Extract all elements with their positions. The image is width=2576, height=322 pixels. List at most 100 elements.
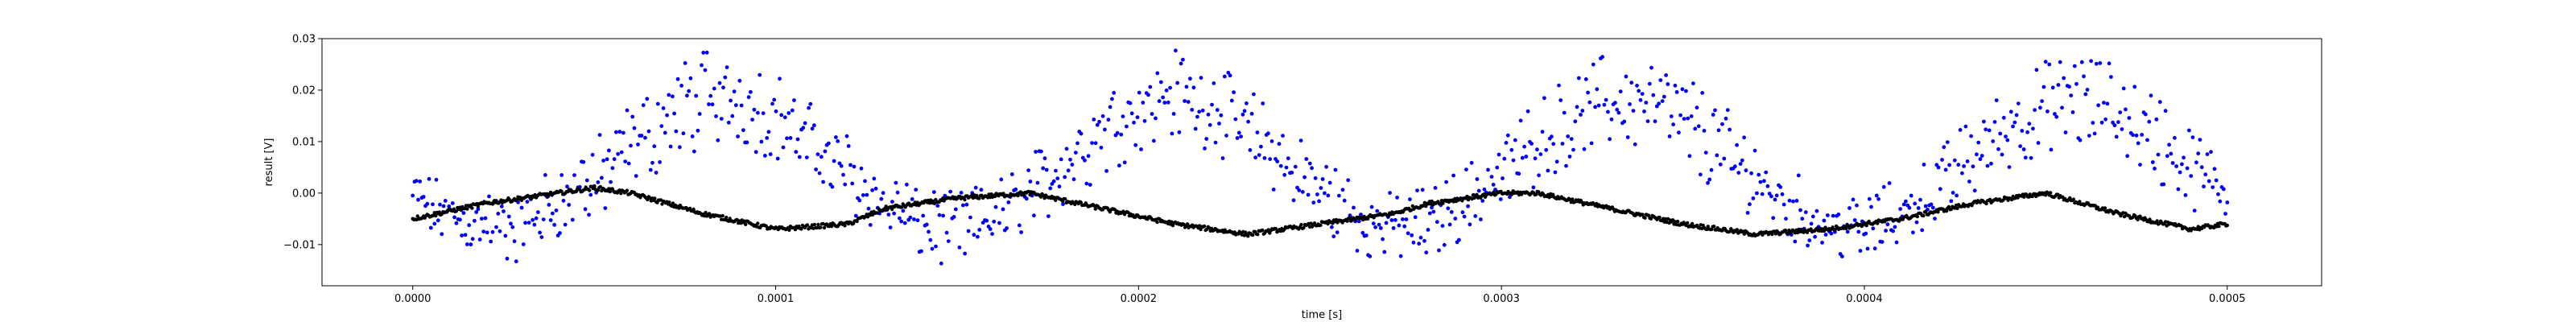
- data-point: [1951, 191, 1955, 195]
- data-point: [1193, 126, 1198, 131]
- data-point: [726, 120, 731, 125]
- data-point: [1677, 130, 1681, 135]
- data-point: [2103, 206, 2107, 210]
- data-point: [1431, 209, 1436, 214]
- data-point: [2069, 93, 2074, 97]
- data-point: [1437, 248, 1441, 253]
- data-point: [1678, 113, 1683, 118]
- data-point: [1913, 201, 1918, 206]
- data-point: [1509, 147, 1514, 152]
- data-point: [1195, 114, 1199, 119]
- data-point: [483, 216, 488, 221]
- data-point: [454, 221, 459, 225]
- data-point: [572, 173, 576, 178]
- data-point: [1268, 157, 1273, 162]
- data-point: [2102, 101, 2106, 105]
- data-point: [1633, 142, 1637, 147]
- data-point: [865, 192, 869, 197]
- data-point: [1945, 140, 1950, 145]
- data-point: [1533, 156, 1538, 161]
- data-point: [1871, 226, 1876, 231]
- data-point: [641, 103, 646, 108]
- data-point: [512, 239, 517, 244]
- data-point: [1675, 219, 1680, 224]
- data-point: [717, 80, 722, 85]
- data-point: [1505, 133, 1510, 138]
- data-point: [939, 261, 943, 266]
- data-point: [759, 139, 764, 144]
- data-point: [782, 115, 787, 120]
- data-point: [1184, 85, 1189, 89]
- data-point: [1460, 210, 1465, 215]
- data-point: [1767, 192, 1772, 196]
- data-point: [1246, 234, 1250, 238]
- data-point: [1874, 193, 1879, 198]
- data-point: [1017, 223, 1022, 228]
- data-point: [1371, 221, 1376, 225]
- data-point: [1666, 82, 1670, 86]
- data-point: [2092, 131, 2097, 136]
- data-point: [2001, 115, 2006, 120]
- data-point: [1602, 102, 1607, 107]
- data-point: [2161, 182, 2166, 187]
- data-point: [1398, 254, 1403, 258]
- data-point: [1168, 85, 1172, 90]
- data-point: [1410, 233, 1414, 237]
- data-point: [1851, 197, 1856, 202]
- data-point: [1311, 200, 1316, 205]
- data-point: [1965, 159, 1970, 163]
- data-point: [427, 176, 431, 181]
- data-point: [1657, 215, 1662, 220]
- data-point: [1369, 204, 1374, 209]
- data-point: [474, 210, 479, 214]
- data-point: [1542, 96, 1546, 101]
- data-point: [1377, 222, 1381, 227]
- data-point: [437, 210, 441, 214]
- data-point: [2182, 155, 2186, 160]
- data-point: [450, 201, 455, 205]
- plot-area-frame: [321, 38, 2322, 287]
- data-point: [1791, 199, 1795, 204]
- data-point: [2049, 191, 2053, 195]
- data-point: [801, 126, 806, 130]
- data-point: [499, 204, 504, 208]
- data-point: [2070, 110, 2075, 114]
- data-point: [1725, 108, 1730, 113]
- data-point: [815, 152, 820, 157]
- data-point: [1929, 202, 1934, 207]
- data-point: [1576, 76, 1581, 80]
- data-point: [2183, 193, 2188, 197]
- data-point: [1803, 210, 1808, 214]
- data-point: [2094, 61, 2099, 66]
- data-point: [786, 111, 791, 115]
- data-point: [1982, 119, 1986, 124]
- data-point: [1972, 188, 1977, 193]
- data-point: [1826, 213, 1830, 217]
- data-point: [814, 167, 818, 171]
- data-point: [629, 143, 633, 148]
- data-point: [1327, 180, 1332, 185]
- data-point: [1706, 225, 1710, 229]
- data-point: [505, 256, 510, 261]
- data-point: [1219, 113, 1224, 118]
- data-point: [418, 180, 423, 184]
- data-point: [1840, 254, 1844, 258]
- data-point: [704, 50, 709, 55]
- data-point: [919, 249, 923, 254]
- data-point: [1115, 130, 1120, 135]
- data-point: [972, 233, 976, 237]
- y-tick-label: 0.01: [292, 136, 316, 148]
- data-point: [2174, 164, 2179, 168]
- data-point: [750, 118, 754, 122]
- data-point: [1229, 98, 1234, 103]
- data-point: [1171, 112, 1176, 116]
- data-point: [2040, 99, 2045, 103]
- data-point: [895, 190, 900, 195]
- data-point: [1179, 61, 1183, 66]
- data-point: [1856, 229, 1861, 234]
- data-point: [1858, 249, 1863, 253]
- data-point: [526, 221, 531, 225]
- data-point: [772, 97, 777, 102]
- data-point: [1348, 219, 1353, 223]
- data-point: [425, 201, 430, 206]
